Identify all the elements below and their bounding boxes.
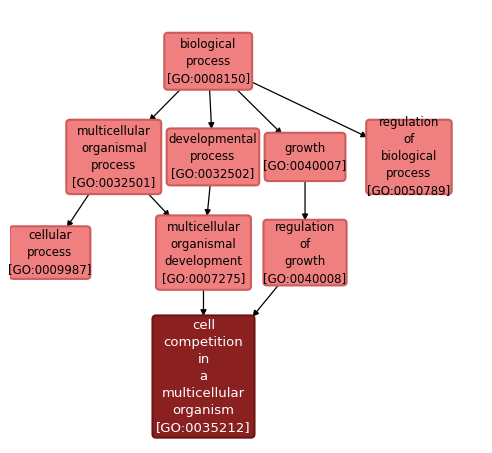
Text: multicellular
organismal
development
[GO:0007275]: multicellular organismal development [GO… [162,221,245,284]
FancyBboxPatch shape [164,33,252,90]
FancyBboxPatch shape [10,226,91,279]
FancyBboxPatch shape [265,133,345,181]
Text: multicellular
organismal
process
[GO:0032501]: multicellular organismal process [GO:003… [72,125,155,189]
FancyBboxPatch shape [153,315,254,438]
Text: regulation
of
growth
[GO:0040008]: regulation of growth [GO:0040008] [264,221,346,284]
FancyBboxPatch shape [366,120,452,194]
Text: developmental
process
[GO:0032502]: developmental process [GO:0032502] [169,134,257,180]
Text: regulation
of
biological
process
[GO:0050789]: regulation of biological process [GO:005… [368,116,451,198]
FancyBboxPatch shape [167,129,259,185]
FancyBboxPatch shape [66,120,161,194]
Text: cell
competition
in
a
multicellular
organism
[GO:0035212]: cell competition in a multicellular orga… [156,319,251,434]
Text: biological
process
[GO:0008150]: biological process [GO:0008150] [167,38,250,85]
Text: growth
[GO:0040007]: growth [GO:0040007] [263,142,347,172]
Text: cellular
process
[GO:0009987]: cellular process [GO:0009987] [8,229,92,276]
FancyBboxPatch shape [264,220,346,285]
FancyBboxPatch shape [156,216,251,290]
